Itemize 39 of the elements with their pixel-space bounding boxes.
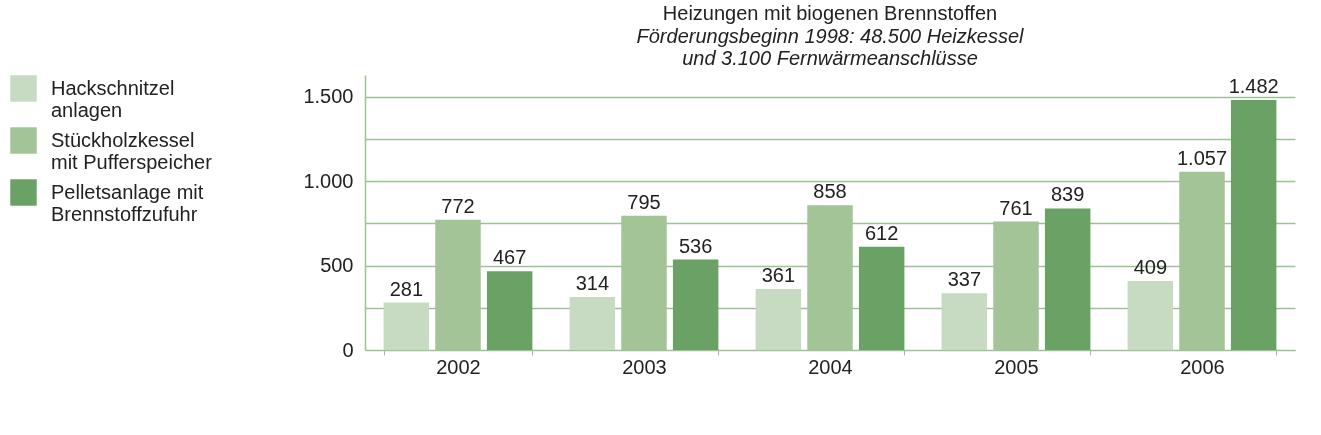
data-label: 536: [678, 234, 713, 257]
x-tick-label: 2005: [994, 355, 1039, 378]
x-tick-label: 2002: [436, 355, 481, 378]
x-tick-label: 2004: [808, 355, 853, 378]
data-label: 612: [864, 221, 899, 244]
bar: [1044, 208, 1091, 350]
bar: [941, 293, 988, 350]
bar: [383, 302, 430, 350]
bar: [1127, 281, 1174, 350]
data-label: 858: [813, 180, 847, 203]
data-label: 1.057: [1176, 146, 1228, 169]
chart-subtitle: Förderungsbeginn 1998: 48.500 Heizkessel und 3.100 Fernwärmeanschlüsse: [636, 25, 1025, 69]
data-label: 1.482: [1228, 74, 1279, 97]
chart-title: Heizungen mit biogenen Brennstoffen: [662, 2, 998, 24]
bar: [672, 259, 719, 350]
data-label: 281: [389, 277, 424, 300]
legend-label: Pelletsanlage mit Brennstoffzufuhr: [51, 180, 204, 225]
data-label: 409: [1133, 256, 1168, 278]
y-tick-label: 1.500: [303, 85, 354, 108]
bar: [569, 297, 616, 350]
bar: [1230, 99, 1277, 350]
data-label: 761: [999, 196, 1033, 219]
data-label: 795: [627, 190, 661, 213]
bar: [755, 289, 802, 350]
y-tick-label: 1.000: [303, 169, 354, 192]
bar: [486, 271, 533, 350]
data-label: 467: [492, 246, 527, 269]
y-tick-label: 500: [320, 254, 354, 277]
data-label: 839: [1050, 183, 1085, 206]
y-tick-label: 0: [342, 338, 354, 361]
x-tick-label: 2006: [1180, 355, 1225, 378]
data-label: 772: [441, 194, 475, 217]
data-label: 337: [947, 268, 982, 291]
data-label: 361: [761, 264, 796, 287]
legend-label: Stückholzkessel mit Pufferspeicher: [51, 128, 213, 173]
x-tick-label: 2003: [622, 355, 667, 378]
legend-label: Hackschnitzel anlagen: [51, 76, 175, 121]
bar: [858, 246, 905, 350]
data-label: 314: [575, 272, 610, 295]
